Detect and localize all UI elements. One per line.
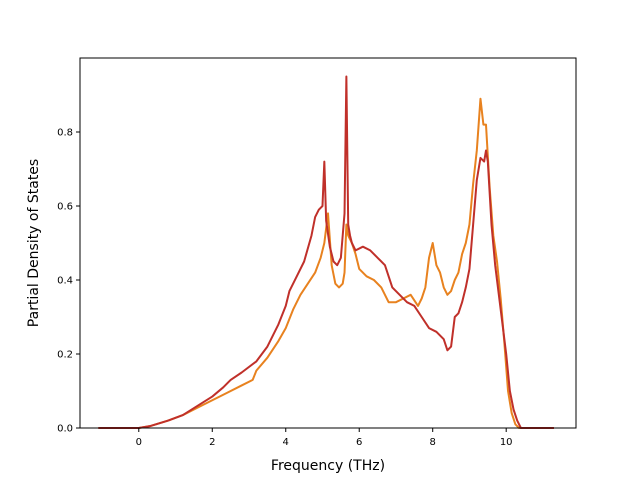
series-layer [98, 75, 554, 429]
y-tick-label: 0.0 [57, 424, 73, 435]
x-axis-ticks: 0 2 4 6 8 10 [136, 428, 513, 448]
x-tick-label: 8 [430, 437, 436, 448]
x-tick-label: 0 [136, 437, 142, 448]
x-tick-label: 4 [283, 437, 289, 448]
y-tick-label: 0.8 [57, 128, 73, 139]
y-axis-label: Partial Density of States [26, 159, 42, 327]
series-line-2 [98, 75, 554, 429]
series-line-1 [98, 97, 554, 429]
x-tick-label: 10 [500, 437, 513, 448]
y-tick-label: 0.6 [57, 202, 73, 213]
y-axis-ticks: 0.0 0.2 0.4 0.6 0.8 [57, 128, 80, 435]
y-tick-label: 0.4 [57, 276, 73, 287]
plot-frame [79, 57, 577, 429]
y-tick-label: 0.2 [57, 350, 73, 361]
x-tick-label: 2 [209, 437, 215, 448]
x-axis-label: Frequency (THz) [271, 458, 385, 474]
plot-background [80, 58, 576, 428]
x-tick-label: 6 [356, 437, 362, 448]
